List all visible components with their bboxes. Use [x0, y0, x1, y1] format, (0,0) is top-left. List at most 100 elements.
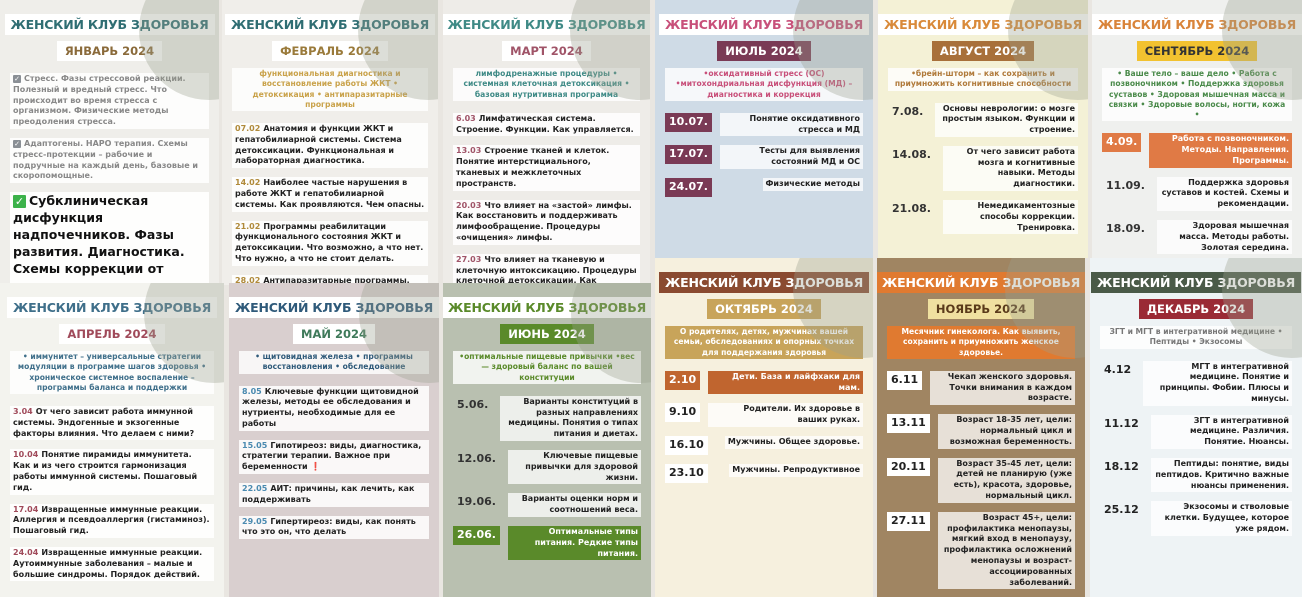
poster-subtitle: ЗГТ и МГТ в интегративной медицине • Пеп…	[1100, 326, 1292, 349]
schedule-item: 24.07. Физические методы	[665, 177, 863, 197]
item-date: 20.11	[887, 457, 930, 477]
schedule-item: 3.04 От чего зависит работа иммунной сист…	[10, 406, 214, 441]
item-text: Субклиническая дисфункция надпочечников.…	[13, 193, 185, 285]
poster-title: ЖЕНСКИЙ КЛУБ ЗДОРОВЬЯ	[1091, 272, 1301, 293]
schedule-item: ✓ Стресс. Фазы стрессовой реакции. Полезн…	[10, 73, 209, 129]
item-date: 14.08.	[892, 147, 931, 161]
item-date: 24.07.	[665, 177, 712, 197]
schedule-item: 11.12 ЗГТ в интегративной медицине. Разли…	[1100, 414, 1292, 450]
item-date: 07.02	[235, 124, 261, 133]
poster-subtitle: О родителях, детях, мужчинах вашей семьи…	[665, 326, 863, 359]
item-date: 17.07.	[665, 145, 712, 165]
item-text: Ключевые пищевые привычки для здоровой ж…	[507, 449, 641, 485]
item-text: Лимфатическая система. Строение. Функции…	[456, 113, 634, 134]
item-text: Возраст 45+, цели: профилактика менопауз…	[937, 511, 1075, 590]
item-text: АИТ: причины, как лечить, как поддержива…	[242, 484, 415, 504]
poster-subtitle: Месячник гинеколога. Как выявить, сохран…	[887, 326, 1075, 359]
schedule-item: 9.10 Родители. Их здоровье в ваших руках.	[665, 403, 863, 427]
item-date: 4.12	[1104, 362, 1132, 376]
schedule-item: 25.12 Экзосомы и стволовые клетки. Будуще…	[1100, 501, 1292, 536]
schedule-item: 11.09. Поддержка здоровья суставов и кост…	[1102, 176, 1292, 212]
schedule-item: 7.08. Основы неврологии: о мозге простым …	[888, 102, 1078, 137]
schedule-item: 6.11 Чекап женского здоровья. Точки внима…	[887, 370, 1075, 406]
checkbox-icon: ✓	[13, 75, 21, 83]
poster-june: ЖЕНСКИЙ КЛУБ ЗДОРОВЬЯ ИЮНЬ 2024 •оптималь…	[443, 283, 651, 597]
poster-month: МАЙ 2024	[293, 324, 375, 344]
schedule-item: 4.09. Работа с позвоночником. Методы. Нап…	[1102, 133, 1292, 168]
schedule-item: 24.04 Извращенные иммунные реакции. Аутои…	[10, 546, 214, 582]
item-date: 17.04	[13, 504, 39, 514]
poster-month: ДЕКАБРЬ 2024	[1138, 299, 1254, 319]
item-date: 13.11	[887, 414, 930, 433]
schedule-item: 27.11 Возраст 45+, цели: профилактика мен…	[887, 511, 1075, 590]
item-text: Гипертиреоз: виды, как понять что это он…	[242, 516, 416, 537]
item-text: Извращенные иммунные реакции. Аутоиммунн…	[13, 547, 203, 579]
item-text: Варианты конституций в разных направлени…	[500, 395, 641, 441]
schedule-list: 4.09. Работа с позвоночником. Методы. Нап…	[1102, 133, 1292, 255]
item-date: 6.11	[887, 370, 923, 390]
schedule-item: 20.11 Возраст 35-45 лет, цели: детей не п…	[887, 457, 1075, 503]
item-text: Ключевые функции щитовидной железы, мето…	[242, 386, 419, 428]
schedule-item: 12.06. Ключевые пищевые привычки для здор…	[453, 449, 641, 485]
schedule-item: 10.04 Понятие пирамиды иммунитета. Как и …	[10, 449, 214, 495]
item-date: 24.04	[13, 547, 39, 557]
item-date: 9.10	[665, 403, 701, 423]
item-text: МГТ в интегративной медицине. Понятие и …	[1143, 360, 1292, 406]
poster-subtitle: функциональная диагностика и восстановле…	[232, 68, 428, 111]
poster-month: АПРЕЛЬ 2024	[59, 324, 165, 344]
item-date: 2.10	[665, 370, 701, 390]
schedule-item: 13.03 Строение тканей и клеток. Понятие и…	[453, 145, 640, 191]
item-date: 4.09.	[1102, 133, 1142, 153]
item-date: 21.08.	[892, 202, 931, 216]
poster-title: ЖЕНСКИЙ КЛУБ ЗДОРОВЬЯ	[878, 14, 1088, 35]
item-date: 11.09.	[1106, 178, 1145, 192]
poster-subtitle: •брейн-шторм – как сохранить и приумножи…	[888, 68, 1078, 91]
item-text: Антипаразитарные программы. Где грань ра…	[263, 275, 410, 285]
checkbox-icon: ✓	[13, 139, 21, 148]
item-text: От чего зависит работа мозга и когнитивн…	[942, 145, 1078, 192]
schedule-item: 8.05 Ключевые функции щитовидной железы, …	[239, 385, 429, 431]
poster-may: ЖЕНСКИЙ КЛУБ ЗДОРОВЬЯ МАЙ 2024 • щитовидн…	[229, 283, 439, 597]
item-text: Поддержка здоровья суставов и костей. Сх…	[1156, 176, 1292, 212]
checkbox-icon: ✓	[13, 195, 26, 209]
item-date: 16.10	[665, 435, 708, 455]
item-text: Наиболее частые нарушения в работе ЖКТ и…	[235, 178, 425, 209]
poster-month: ФЕВРАЛЬ 2024	[272, 41, 388, 61]
poster-title: ЖЕНСКИЙ КЛУБ ЗДОРОВЬЯ	[877, 272, 1085, 293]
schedule-item: 21.02 Программы реабилитации функциональн…	[232, 220, 428, 266]
item-date: 22.05	[242, 484, 268, 494]
item-date: 11.12	[1104, 416, 1139, 430]
item-date: 8.05	[242, 386, 262, 396]
poster-title: ЖЕНСКИЙ КЛУБ ЗДОРОВЬЯ	[659, 272, 869, 293]
poster-title: ЖЕНСКИЙ КЛУБ ЗДОРОВЬЯ	[1092, 14, 1302, 35]
item-date: 25.12	[1104, 503, 1139, 517]
schedule-item: 6.03 Лимфатическая система. Строение. Фун…	[453, 112, 640, 137]
poster-title: ЖЕНСКИЙ КЛУБ ЗДОРОВЬЯ	[659, 14, 869, 35]
item-text: Понятие оксидативного стресса и МД	[719, 112, 863, 137]
schedule-list: ✓ Стресс. Фазы стрессовой реакции. Полезн…	[10, 73, 209, 285]
item-date: 6.03	[456, 113, 476, 123]
schedule-list: 7.08. Основы неврологии: о мозге простым …	[888, 102, 1078, 235]
schedule-item: 18.12 Пептиды: понятие, виды пептидов. Кр…	[1100, 458, 1292, 493]
item-text: От чего зависит работа иммунной системы.…	[13, 407, 195, 438]
poster-title: ЖЕНСКИЙ КЛУБ ЗДОРОВЬЯ	[229, 297, 439, 318]
item-date: 18.12	[1104, 460, 1139, 474]
poster-subtitle: лимфодренажные процедуры • системная кле…	[453, 68, 640, 101]
poster-february: ЖЕНСКИЙ КЛУБ ЗДОРОВЬЯ ФЕВРАЛЬ 2024 функци…	[222, 0, 438, 285]
item-text: ЗГТ в интегративной медицине. Различия. …	[1150, 414, 1292, 450]
poster-month: ОКТЯБРЬ 2024	[707, 299, 821, 319]
poster-month: ИЮЛЬ 2024	[717, 41, 811, 61]
item-text: Тесты для выявления состояний МД и ОС	[719, 145, 863, 169]
schedule-item: 22.05 АИТ: причины, как лечить, как подде…	[239, 483, 429, 507]
poster-month: НОЯБРЬ 2024	[927, 299, 1035, 319]
schedule-item: 21.08. Немедикаментозные способы коррекци…	[888, 200, 1078, 235]
item-text: Дети. База и лайфхаки для мам.	[708, 370, 863, 395]
schedule-list: 8.05 Ключевые функции щитовидной железы, …	[239, 385, 429, 540]
schedule-list: 4.12 МГТ в интегративной медицине. Поняти…	[1100, 360, 1292, 536]
schedule-item: 19.06. Варианты оценки норм и соотношений…	[453, 493, 641, 517]
poster-october: ЖЕНСКИЙ КЛУБ ЗДОРОВЬЯ ОКТЯБРЬ 2024 О роди…	[655, 258, 873, 597]
schedule-item: 20.03 Что влияет на «застой» лимфы. Как в…	[453, 199, 640, 245]
poster-subtitle: • щитовидная железа • программы восстано…	[239, 351, 429, 374]
item-date: 28.02	[235, 275, 261, 285]
schedule-list: 6.03 Лимфатическая система. Строение. Фун…	[453, 112, 640, 285]
